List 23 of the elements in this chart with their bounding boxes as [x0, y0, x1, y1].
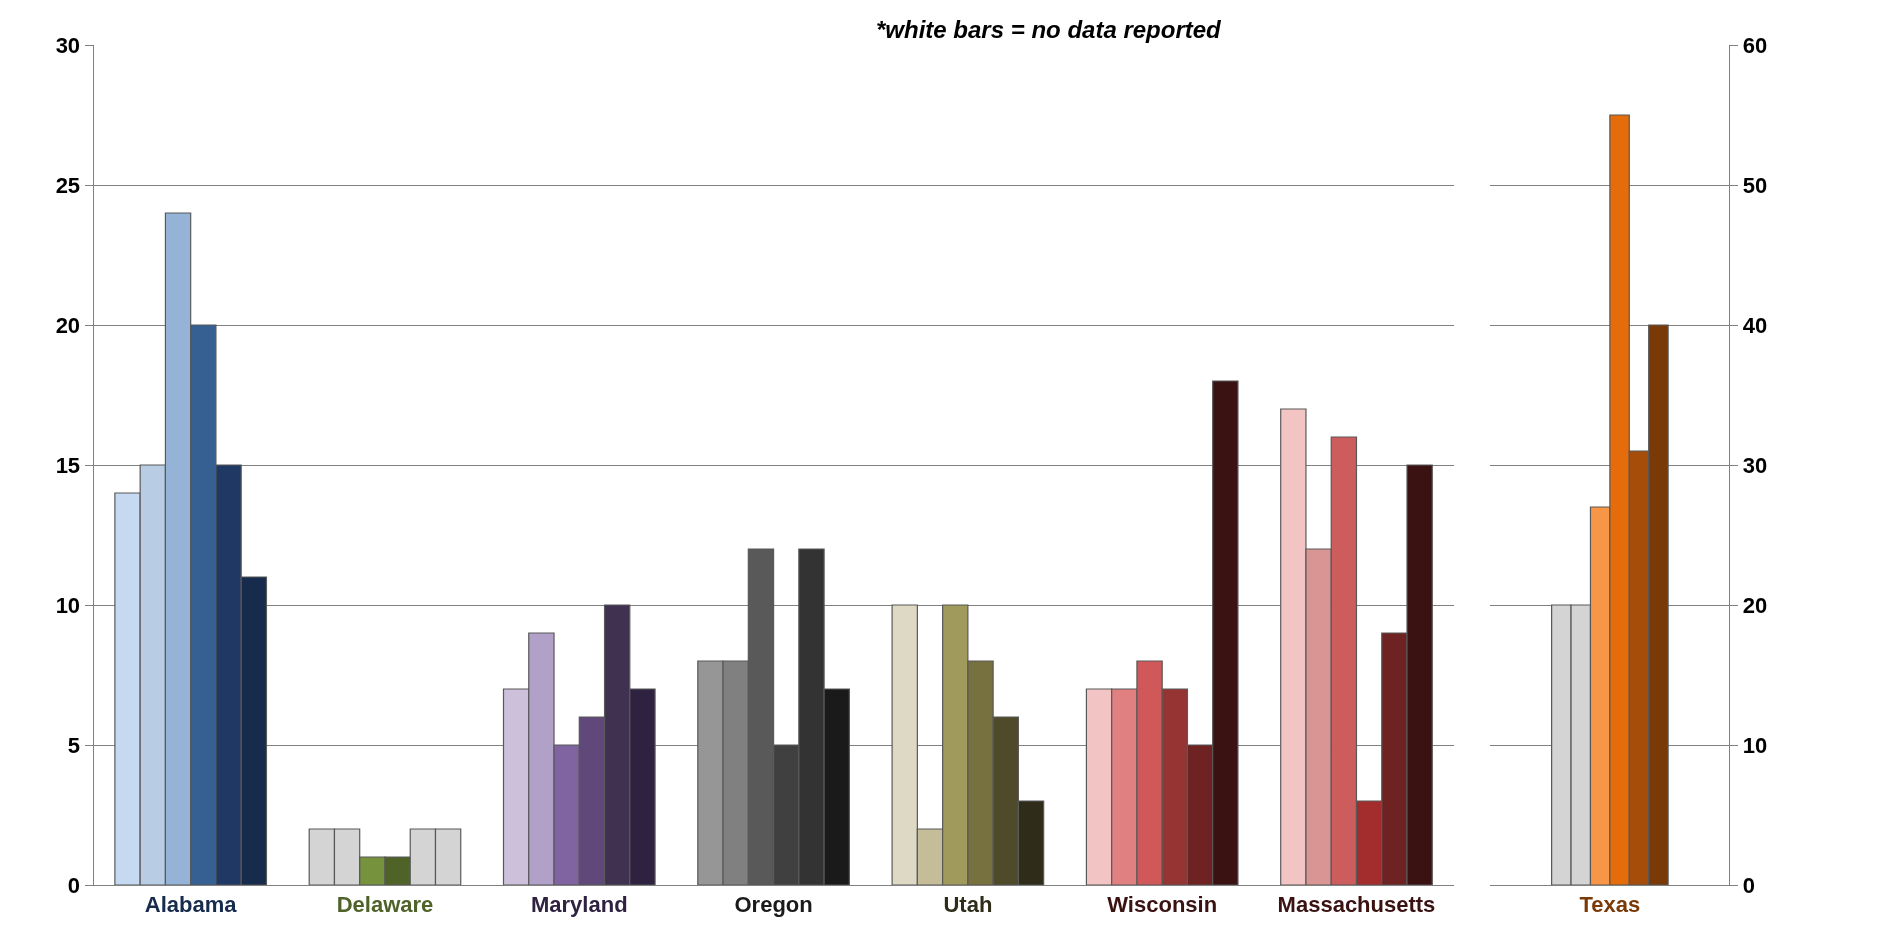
x-tick-label: Alabama [144, 892, 238, 918]
x-tick-label: Utah [943, 892, 993, 918]
y-tick-label: 0 [67, 872, 81, 898]
x-tick-label: Massachusetts [1277, 892, 1436, 918]
text: *white bars = no data reported [876, 16, 1223, 43]
y-tick-label: 30 [55, 32, 81, 58]
x-tick-label: Oregon [734, 892, 813, 918]
y-tick-label: 5 [67, 732, 81, 758]
y-tick-label: 20 [55, 312, 81, 338]
y-tick-label: 0 [1742, 872, 1755, 898]
x-tick-label: Delaware [336, 892, 434, 918]
y-tick-label: 20 [1742, 592, 1768, 618]
y-tick-label: 60 [1742, 32, 1768, 58]
y-tick-label: 50 [1742, 172, 1768, 198]
y-tick-label: 30 [1742, 452, 1768, 478]
x-tick-label: Wisconsin [1107, 892, 1218, 918]
x-tick-label: Texas [1579, 892, 1641, 918]
y-tick-label: 25 [55, 172, 81, 198]
y-tick-label: 15 [55, 452, 81, 478]
y-tick-label: 40 [1742, 312, 1768, 338]
y-tick-label: 10 [1742, 732, 1768, 758]
x-tick-label: Maryland [530, 892, 628, 918]
y-tick-label: 10 [55, 592, 81, 618]
